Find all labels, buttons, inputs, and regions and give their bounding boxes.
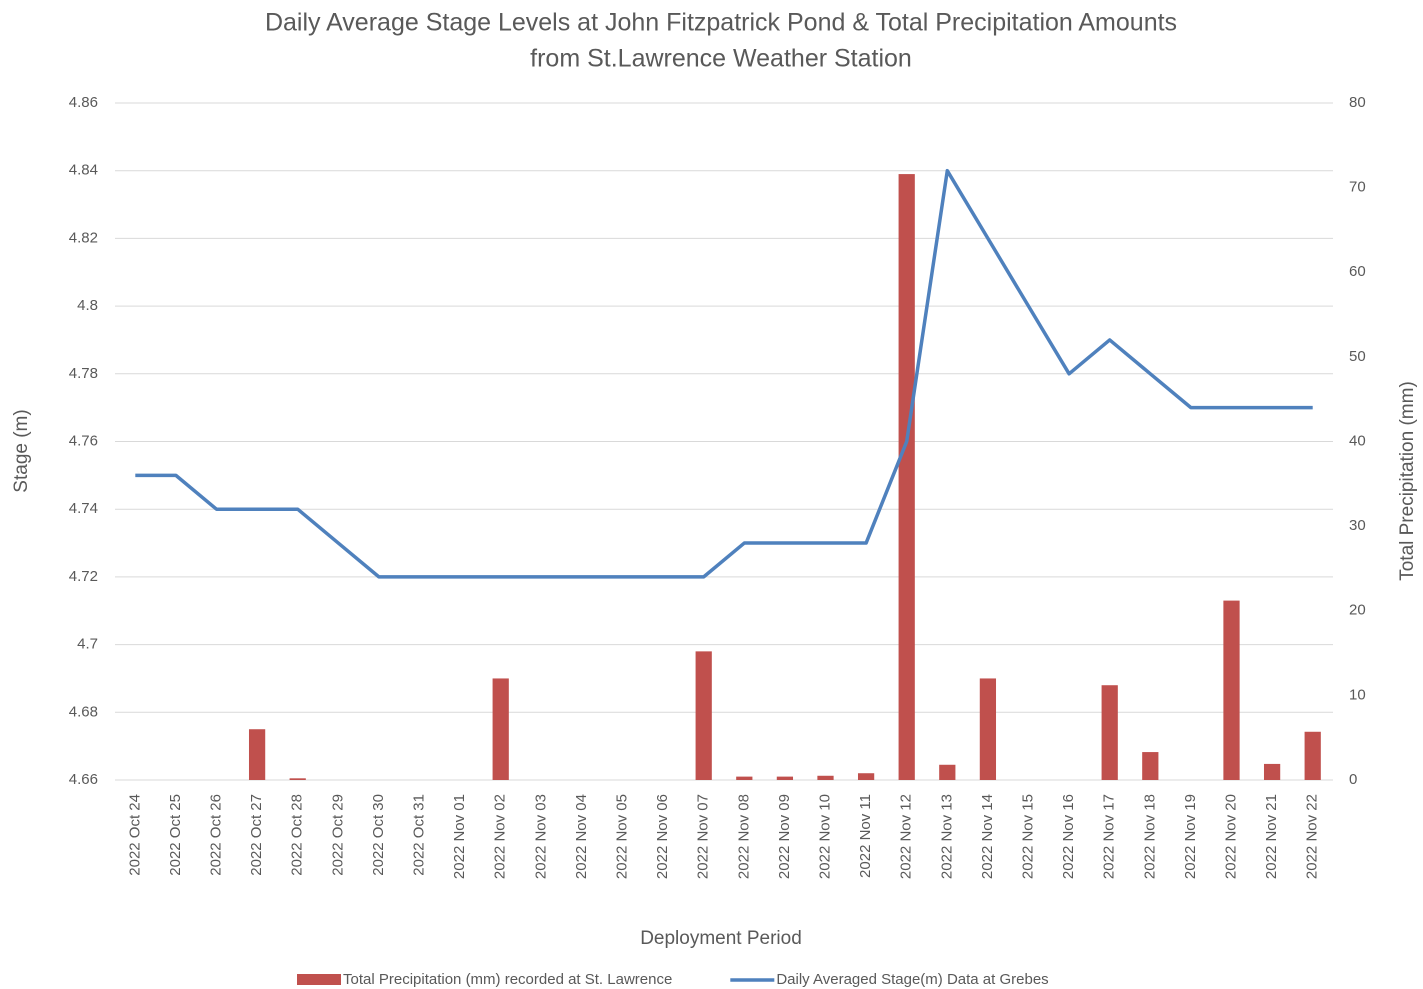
legend-swatch xyxy=(297,974,341,985)
x-tick-label: 2022 Nov 17 xyxy=(1101,794,1118,879)
y2-tick-label: 20 xyxy=(1349,602,1366,619)
x-tick-label: 2022 Nov 04 xyxy=(573,794,590,879)
x-tick-label: 2022 Nov 06 xyxy=(654,794,671,879)
line xyxy=(135,168,1313,579)
x-tick-label: 2022 Oct 24 xyxy=(126,794,143,876)
bar xyxy=(857,773,875,780)
y-tick-label: 4.84 xyxy=(69,162,98,179)
y2-tick-label: 30 xyxy=(1349,517,1366,534)
x-tick-label: 2022 Oct 30 xyxy=(370,794,387,876)
x-tick-label: 2022 Nov 14 xyxy=(979,794,996,879)
x-tick-label: 2022 Nov 02 xyxy=(492,794,509,879)
x-tick-label: 2022 Oct 26 xyxy=(207,794,224,876)
x-tick-label: 2022 Oct 27 xyxy=(248,794,265,876)
x-tick-label: 2022 Nov 11 xyxy=(857,794,874,878)
x-tick-label: 2022 Nov 13 xyxy=(938,794,955,879)
y-tick-label: 4.66 xyxy=(69,771,98,788)
legend-label: Total Precipitation (mm) recorded at St.… xyxy=(343,971,672,988)
bar xyxy=(1263,763,1281,780)
x-tick-label: 2022 Nov 22 xyxy=(1304,794,1321,879)
x-tick-label: 2022 Nov 20 xyxy=(1222,794,1239,879)
x-tick-label: 2022 Nov 12 xyxy=(898,794,915,879)
y2-tick-label: 0 xyxy=(1349,771,1357,788)
x-tick-label: 2022 Oct 25 xyxy=(167,794,184,876)
bar xyxy=(1304,731,1321,780)
y-tick-label: 4.82 xyxy=(69,229,98,246)
y-axis-label: Stage (m) xyxy=(11,409,32,492)
y2-tick-label: 40 xyxy=(1349,432,1366,449)
bar xyxy=(695,651,712,780)
y-tick-label: 4.7 xyxy=(77,636,98,653)
x-tick-label: 2022 Nov 01 xyxy=(451,794,468,879)
y-tick-label: 4.68 xyxy=(69,703,98,720)
x-tick-label: 2022 Nov 18 xyxy=(1141,794,1158,879)
bar xyxy=(289,778,306,780)
x-axis-label: Deployment Period xyxy=(640,928,802,949)
chart-title: Daily Average Stage Levels at John Fitzp… xyxy=(265,9,1177,37)
bar xyxy=(817,775,834,780)
y2-tick-label: 10 xyxy=(1349,686,1366,703)
legend-label: Daily Averaged Stage(m) Data at Grebes xyxy=(776,971,1048,988)
y-tick-label: 4.74 xyxy=(69,500,98,517)
y2-tick-label: 80 xyxy=(1349,94,1366,111)
y-tick-label: 4.72 xyxy=(69,568,98,585)
y-tick-label: 4.76 xyxy=(69,432,98,449)
y-tick-label: 4.8 xyxy=(77,297,98,314)
x-tick-label: 2022 Nov 07 xyxy=(695,794,712,879)
y2-tick-label: 50 xyxy=(1349,348,1366,365)
x-tick-label: 2022 Oct 28 xyxy=(289,794,306,876)
bar xyxy=(1142,752,1159,780)
x-tick-label: 2022 Nov 16 xyxy=(1060,794,1077,879)
y2-tick-label: 70 xyxy=(1349,179,1366,196)
y2-tick-label: 60 xyxy=(1349,263,1366,280)
x-tick-label: 2022 Nov 03 xyxy=(532,794,549,879)
y-tick-label: 4.86 xyxy=(69,94,98,111)
bar xyxy=(736,776,753,780)
chart-title: from St.Lawrence Weather Station xyxy=(530,45,912,73)
y2-axis-label: Total Precipitation (mm) xyxy=(1397,381,1418,581)
x-tick-label: 2022 Nov 10 xyxy=(816,794,833,879)
x-tick-label: 2022 Nov 09 xyxy=(776,794,793,879)
x-tick-label: 2022 Oct 29 xyxy=(329,794,346,876)
bar xyxy=(248,729,266,780)
bar xyxy=(979,678,997,780)
x-tick-label: 2022 Oct 31 xyxy=(410,794,427,876)
x-tick-label: 2022 Nov 08 xyxy=(735,794,752,879)
x-tick-label: 2022 Nov 05 xyxy=(613,794,630,879)
bar xyxy=(939,764,956,780)
x-tick-label: 2022 Nov 15 xyxy=(1019,794,1036,879)
x-tick-label: 2022 Nov 19 xyxy=(1182,794,1199,879)
bar xyxy=(492,678,509,780)
bar xyxy=(1223,600,1240,780)
x-tick-label: 2022 Nov 21 xyxy=(1263,794,1280,879)
bar xyxy=(776,776,794,780)
bar xyxy=(898,174,915,780)
bar xyxy=(1101,685,1118,780)
y-tick-label: 4.78 xyxy=(69,365,98,382)
